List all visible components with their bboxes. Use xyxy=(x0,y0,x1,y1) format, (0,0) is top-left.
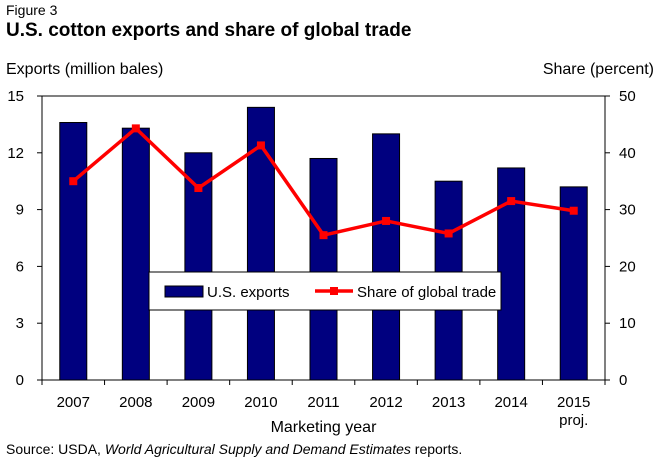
marker-2014 xyxy=(507,197,516,206)
x-axis-title: Marketing year xyxy=(271,419,377,436)
x-tick-label: 2013 xyxy=(432,394,465,411)
legend-swatch-exports xyxy=(164,285,204,298)
source-publication: World Agricultural Supply and Demand Est… xyxy=(104,441,411,457)
y-tick-right-label: 40 xyxy=(619,145,636,162)
y-tick-left-label: 0 xyxy=(16,372,24,389)
bar-2012 xyxy=(372,133,401,381)
source-note: Source: USDA, World Agricultural Supply … xyxy=(6,441,462,457)
legend-label-share: Share of global trade xyxy=(357,284,496,301)
x-tick-label: 2007 xyxy=(57,394,90,411)
marker-2012 xyxy=(382,216,391,225)
figure-label: Figure 3 xyxy=(6,2,58,18)
x-tick-sublabel: proj. xyxy=(559,412,588,429)
x-tick-label: 2015 xyxy=(557,394,590,411)
y-tick-left-label: 3 xyxy=(16,315,24,332)
y-tick-right-label: 20 xyxy=(619,258,636,275)
y-axis-title-right: Share (percent) xyxy=(542,61,654,78)
y-axis-title-left: Exports (million bales) xyxy=(6,61,164,78)
y-tick-right-label: 0 xyxy=(619,372,627,389)
x-tick-label: 2009 xyxy=(182,394,215,411)
legend-marker-share xyxy=(330,287,338,295)
marker-2011 xyxy=(319,231,328,240)
x-tick-label: 2010 xyxy=(244,394,277,411)
y-tick-left-label: 9 xyxy=(16,202,24,219)
marker-2015 xyxy=(569,206,578,215)
marker-2009 xyxy=(194,184,203,193)
marker-2008 xyxy=(131,124,140,133)
y-tick-right-label: 30 xyxy=(619,202,636,219)
y-tick-right-label: 10 xyxy=(619,315,636,332)
x-tick-label: 2014 xyxy=(494,394,527,411)
x-tick-label: 2008 xyxy=(119,394,152,411)
bar-2008 xyxy=(121,127,150,381)
x-tick-label: 2011 xyxy=(307,394,339,411)
marker-2010 xyxy=(256,141,265,150)
legend-label-exports: U.S. exports xyxy=(207,284,290,301)
bar-2007 xyxy=(59,122,88,381)
marker-2007 xyxy=(69,177,78,186)
source-prefix: Source: USDA, xyxy=(6,441,105,457)
bar-2011 xyxy=(309,157,338,381)
x-tick-label: 2012 xyxy=(369,394,402,411)
y-tick-left-label: 12 xyxy=(7,145,24,162)
y-tick-left-label: 15 xyxy=(7,88,24,105)
marker-2013 xyxy=(444,229,453,238)
y-tick-right-label: 50 xyxy=(619,88,636,105)
plot-frame xyxy=(41,95,606,381)
bar-2015 xyxy=(559,186,588,381)
y-tick-left-label: 6 xyxy=(16,258,24,275)
chart-title: U.S. cotton exports and share of global … xyxy=(6,20,412,41)
source-suffix: reports. xyxy=(410,441,463,457)
